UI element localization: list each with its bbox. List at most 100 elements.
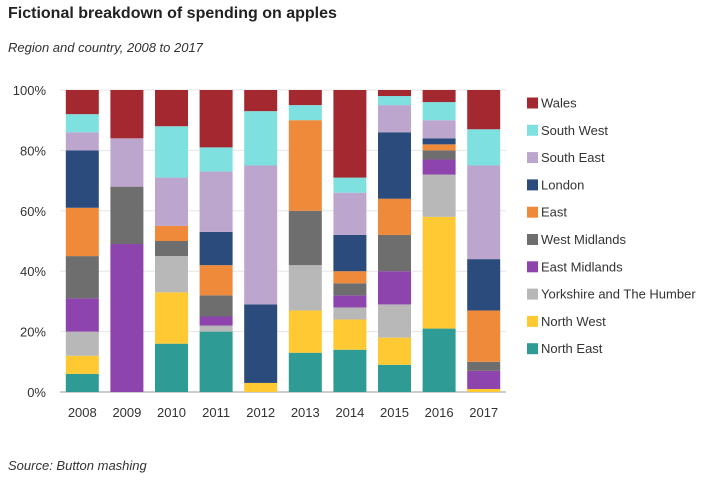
bar-segment	[199, 295, 233, 317]
bar-segment	[244, 111, 278, 166]
bar-segment	[422, 90, 456, 103]
chart-title: Fictional breakdown of spending on apple…	[8, 5, 337, 22]
bar-segment	[333, 349, 367, 392]
bar-segment	[110, 244, 144, 392]
bar-segment	[422, 328, 456, 392]
legend-swatch	[527, 288, 538, 300]
x-tick-label: 2015	[380, 405, 409, 420]
bar-segment	[333, 271, 367, 284]
x-tick-label: 2013	[291, 405, 320, 420]
bar-segment	[65, 355, 99, 374]
stacked-bar-chart: 0%20%40%60%80%100% 2008 2009 2010 2011 2012 2…	[13, 83, 697, 420]
bar-segment	[378, 90, 411, 97]
bar-segment	[288, 90, 322, 106]
bar-segment	[65, 114, 99, 133]
bar-segment	[422, 144, 456, 151]
bar-segment	[155, 343, 188, 392]
bar-segment	[333, 177, 367, 193]
bar-segment	[110, 90, 144, 139]
bar-segment	[199, 171, 233, 232]
legend-swatch	[527, 343, 538, 355]
legend-label: London	[541, 177, 584, 192]
bar-segment	[333, 234, 367, 272]
bar-segment	[288, 210, 322, 266]
legend-label: Wales	[541, 96, 577, 111]
bar-segment	[467, 388, 501, 392]
x-tick-label: 2011	[202, 405, 230, 420]
legend-label: East Midlands	[541, 259, 623, 274]
bar-segment	[467, 129, 501, 166]
x-tick-label: 2010	[157, 405, 186, 420]
bars	[65, 90, 501, 392]
legend: Wales South West South East London East West …	[527, 96, 696, 356]
bar-segment	[199, 231, 233, 266]
y-tick-label: 60%	[20, 204, 46, 219]
y-tick-label: 20%	[20, 325, 46, 340]
bar-segment	[378, 234, 411, 272]
bar-segment	[378, 304, 411, 338]
bar-segment	[333, 283, 367, 296]
bar-segment	[244, 304, 278, 383]
legend-label: South West	[541, 123, 608, 138]
y-axis-ticks: 0% 20% 40% 60% 80% 100%	[13, 83, 47, 400]
bar-segment	[378, 96, 411, 106]
x-tick-label: 2009	[112, 405, 141, 420]
bar-segment	[155, 90, 188, 127]
bar-segment	[288, 352, 322, 392]
bar-segment	[155, 225, 188, 241]
x-tick-label: 2008	[68, 405, 97, 420]
bar-segment	[467, 310, 501, 362]
bar-segment	[467, 259, 501, 311]
bar-segment	[199, 147, 233, 172]
bar-segment	[288, 105, 322, 121]
legend-swatch	[527, 152, 538, 164]
bar-segment	[467, 370, 501, 389]
legend-label: North West	[541, 314, 606, 329]
bar-segment	[155, 256, 188, 293]
bar-segment	[467, 361, 501, 371]
bar-segment	[333, 90, 367, 178]
bar-segment	[378, 364, 411, 392]
bar-segment	[333, 319, 367, 350]
bar-segment	[422, 150, 456, 160]
legend-swatch	[527, 97, 538, 109]
bar-segment	[65, 256, 99, 299]
bar-segment	[422, 159, 456, 175]
bar-segment	[333, 192, 367, 235]
bar-segment	[199, 90, 233, 148]
bar-segment	[467, 165, 501, 260]
bar-segment	[65, 331, 99, 356]
y-tick-label: 40%	[20, 264, 46, 279]
bar-segment	[65, 132, 99, 151]
bar-segment	[288, 265, 322, 311]
bar-segment	[199, 331, 233, 392]
bar-segment	[65, 150, 99, 208]
legend-swatch	[527, 124, 538, 136]
bar-segment	[244, 165, 278, 305]
bar-segment	[199, 325, 233, 332]
bar-segment	[199, 265, 233, 296]
bar-segment	[288, 120, 322, 211]
y-tick-label: 80%	[20, 143, 46, 158]
bar-segment	[155, 177, 188, 226]
bar-segment	[65, 207, 99, 257]
bar-segment	[333, 307, 367, 320]
bar-segment	[65, 90, 99, 115]
legend-label: West Midlands	[541, 232, 627, 247]
bar-segment	[378, 337, 411, 365]
source-note: Source: Button mashing	[8, 458, 147, 473]
x-tick-label: 2017	[469, 405, 498, 420]
x-tick-label: 2012	[246, 405, 275, 420]
bar-segment	[378, 105, 411, 133]
y-tick-label: 100%	[13, 83, 47, 98]
legend-swatch	[527, 261, 538, 273]
bar-segment	[333, 295, 367, 308]
legend-label: North East	[541, 341, 603, 356]
bar-segment	[65, 373, 99, 392]
bar-segment	[155, 292, 188, 344]
bar-segment	[288, 310, 322, 353]
bar-segment	[422, 102, 456, 121]
bar-segment	[199, 316, 233, 326]
bar-segment	[244, 382, 278, 392]
bar-segment	[467, 90, 501, 130]
